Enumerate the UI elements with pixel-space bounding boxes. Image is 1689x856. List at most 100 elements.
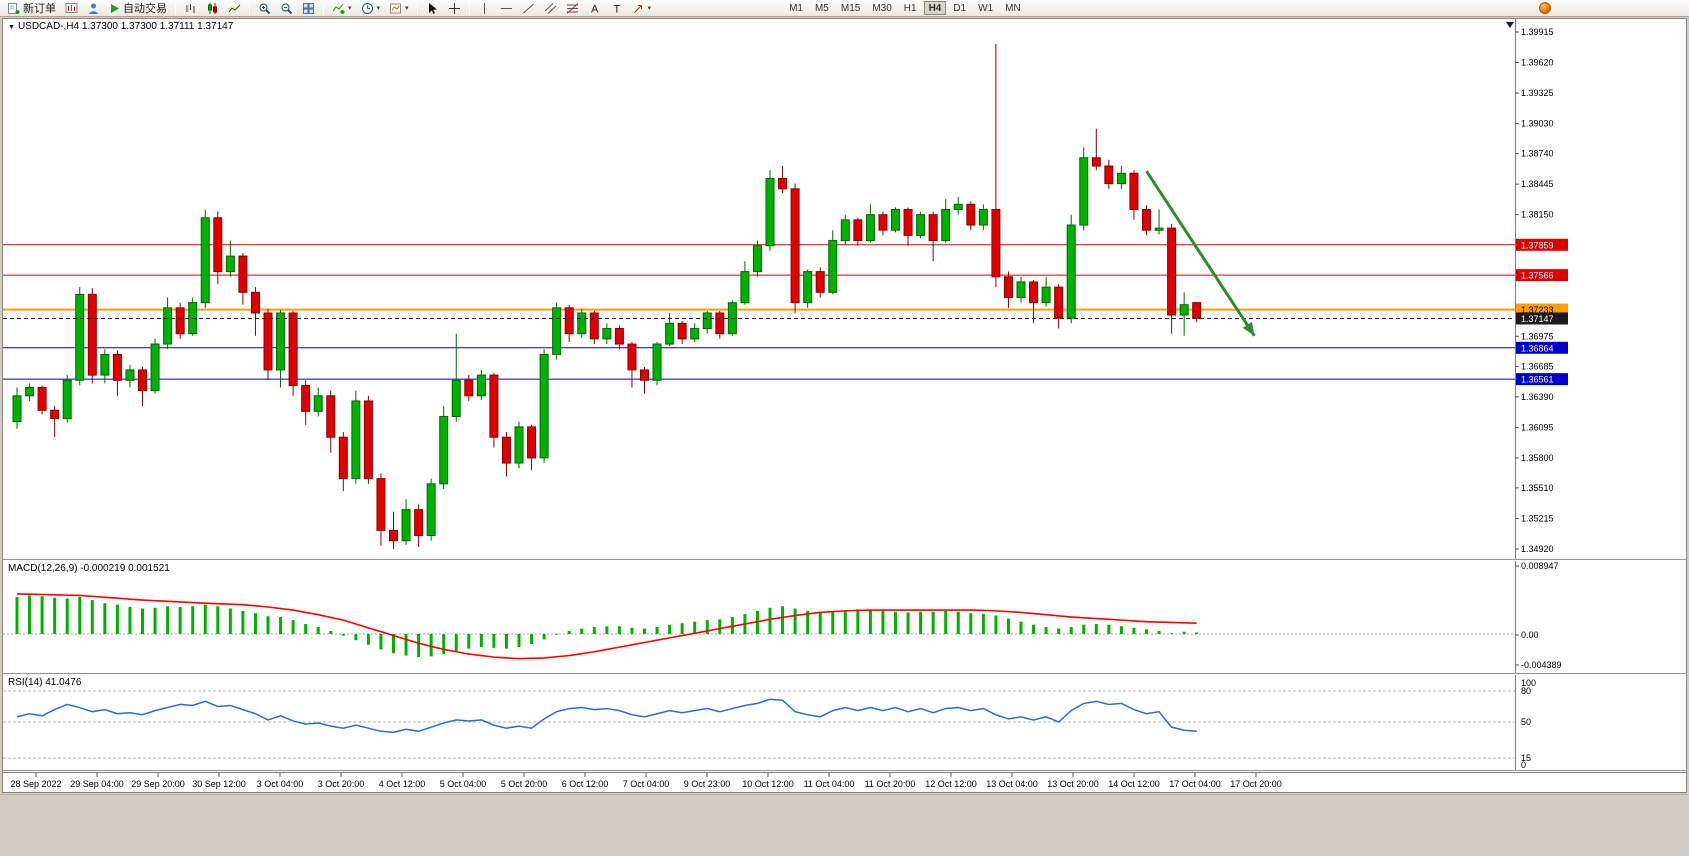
new-order-button[interactable]: 新订单 (3, 1, 60, 16)
svg-text:15: 15 (1521, 753, 1531, 763)
toolbar-separator (416, 1, 418, 15)
svg-text:T: T (613, 3, 620, 15)
chevron-down-icon: ▾ (348, 4, 352, 12)
templates-button[interactable]: ▾ (385, 1, 413, 16)
clock-icon (361, 2, 374, 15)
timeframe-m30-button[interactable]: M30 (867, 1, 896, 15)
rsi-label: RSI(14) 41.0476 (8, 677, 82, 688)
vertical-line-icon (478, 2, 491, 15)
zoom-in-icon (258, 2, 271, 15)
one-click-trading-toggle[interactable]: ▼ (8, 24, 15, 31)
channel-button[interactable] (540, 1, 561, 16)
svg-text:7 Oct 04:00: 7 Oct 04:00 (623, 779, 670, 789)
template-icon (389, 2, 402, 15)
crosshair-button[interactable] (444, 1, 465, 16)
toolbar-separator (323, 1, 324, 15)
chart-bars-button[interactable] (180, 1, 201, 16)
market-watch-button[interactable] (83, 1, 104, 16)
svg-text:3 Oct 04:00: 3 Oct 04:00 (257, 779, 304, 789)
pane-splitter[interactable] (3, 559, 1686, 561)
svg-text:1.35215: 1.35215 (1521, 513, 1554, 523)
svg-text:1.37147: 1.37147 (1521, 314, 1554, 324)
timeframe-mn-button[interactable]: MN (1000, 1, 1026, 15)
indicators-button[interactable]: ▾ (328, 1, 356, 16)
svg-text:1.35510: 1.35510 (1521, 483, 1554, 493)
svg-text:10 Oct 12:00: 10 Oct 12:00 (742, 779, 794, 789)
timeframe-m1-button[interactable]: M1 (784, 1, 808, 15)
svg-text:100: 100 (1521, 678, 1536, 688)
status-orb-icon[interactable] (1539, 2, 1551, 14)
timeframe-m5-button[interactable]: M5 (810, 1, 834, 15)
candlestick-icon (206, 2, 219, 15)
timeframe-m15-button[interactable]: M15 (836, 1, 865, 15)
zoom-in-button[interactable] (254, 1, 275, 16)
zoom-out-icon (280, 2, 293, 15)
indicators-icon (332, 2, 345, 15)
svg-text:1.39325: 1.39325 (1521, 88, 1554, 98)
svg-text:1.38150: 1.38150 (1521, 210, 1554, 220)
arrows-icon (632, 2, 645, 15)
ohlc-values: 1.37300 1.37300 1.37111 1.37147 (81, 21, 234, 32)
text-button[interactable]: A (584, 1, 605, 16)
svg-text:0.00: 0.00 (1521, 630, 1539, 640)
arrows-button[interactable]: ▾ (628, 1, 656, 16)
timeframe-h4-button[interactable]: H4 (923, 1, 947, 15)
svg-text:9 Oct 23:00: 9 Oct 23:00 (684, 779, 731, 789)
pane-splitter[interactable] (3, 770, 1686, 772)
new-chart-button[interactable] (61, 1, 82, 16)
chevron-down-icon: ▾ (647, 4, 652, 12)
main-chart-pane[interactable]: ▼ USDCAD-,H4 1.37300 1.37300 1.37111 1.37… (3, 19, 1686, 559)
macd-label: MACD(12,26,9) -0.000219 0.001521 (8, 563, 170, 574)
svg-text:4 Oct 12:00: 4 Oct 12:00 (379, 779, 426, 789)
horizontal-line-icon (500, 2, 513, 15)
chart-window: ▼ USDCAD-,H4 1.37300 1.37300 1.37111 1.37… (2, 18, 1687, 793)
autotrading-button[interactable]: 自动交易 (105, 1, 171, 16)
tile-windows-button[interactable] (298, 1, 319, 16)
new-order-label: 新订单 (23, 3, 56, 15)
svg-text:1.36685: 1.36685 (1521, 361, 1554, 371)
trendline-button[interactable] (518, 1, 539, 16)
zoom-out-button[interactable] (276, 1, 297, 16)
cursor-button[interactable] (422, 1, 443, 16)
toolbar: 新订单 自动交易 (0, 0, 1689, 17)
svg-text:1.37859: 1.37859 (1521, 240, 1554, 250)
trendline-icon (522, 2, 535, 15)
periods-button[interactable]: ▾ (357, 1, 385, 16)
svg-text:5 Oct 20:00: 5 Oct 20:00 (501, 779, 548, 789)
svg-text:30 Sep 12:00: 30 Sep 12:00 (192, 779, 246, 789)
svg-text:1.36561: 1.36561 (1521, 375, 1554, 385)
chart-ohlc-label: ▼ USDCAD-,H4 1.37300 1.37300 1.37111 1.37… (8, 21, 233, 32)
status-area (0, 794, 1689, 856)
vertical-line-button[interactable] (474, 1, 495, 16)
timeframe-w1-button[interactable]: W1 (973, 1, 998, 15)
trend-arrow-annotation (1145, 170, 1256, 337)
chart-line-button[interactable] (224, 1, 245, 16)
horizontal-line-button[interactable] (496, 1, 517, 16)
toolbar-separator (249, 1, 250, 15)
fibonacci-button[interactable] (562, 1, 583, 16)
cursor-icon (426, 2, 439, 15)
macd-canvas: 0.008947 0.00 -0.004389 (3, 561, 1562, 673)
market-watch-icon (87, 2, 100, 15)
autotrading-label: 自动交易 (123, 3, 167, 15)
svg-text:1.38740: 1.38740 (1521, 149, 1554, 159)
pane-splitter[interactable] (3, 673, 1686, 675)
chart-shift-marker (1506, 22, 1514, 28)
macd-pane[interactable]: MACD(12,26,9) -0.000219 0.001521 0.00894… (3, 561, 1686, 673)
svg-text:80: 80 (1521, 686, 1531, 696)
svg-text:1.36390: 1.36390 (1521, 392, 1554, 402)
svg-text:1.39620: 1.39620 (1521, 58, 1554, 68)
channel-icon (544, 2, 557, 15)
fibonacci-icon (566, 2, 579, 15)
text-label-button[interactable]: T (606, 1, 627, 16)
play-icon (109, 3, 120, 14)
timeframe-h1-button[interactable]: H1 (899, 1, 922, 15)
svg-text:29 Sep 20:00: 29 Sep 20:00 (131, 779, 185, 789)
chart-candles-button[interactable] (202, 1, 223, 16)
svg-text:1.37566: 1.37566 (1521, 271, 1554, 281)
rsi-pane[interactable]: RSI(14) 41.0476 100 80 50 15 0 (3, 675, 1686, 770)
time-axis[interactable]: 28 Sep 2022 29 Sep 04:00 29 Sep 20:00 30 Se… (3, 772, 1686, 792)
timeframe-d1-button[interactable]: D1 (948, 1, 971, 15)
chevron-down-icon: ▾ (376, 4, 381, 12)
svg-text:1.37233: 1.37233 (1521, 305, 1554, 315)
